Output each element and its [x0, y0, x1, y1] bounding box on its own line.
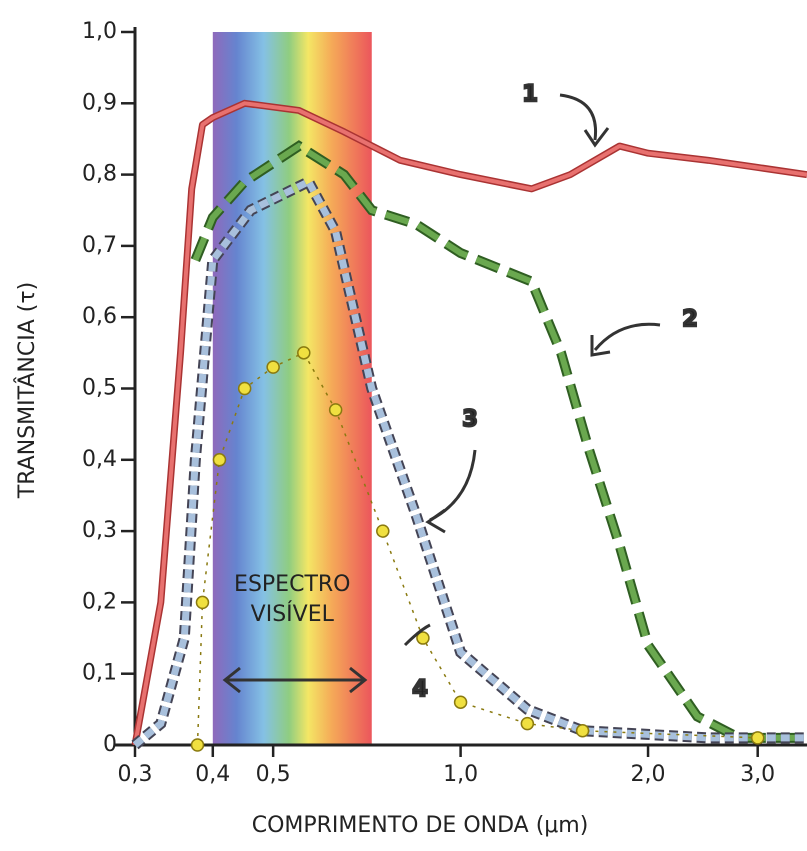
- point: [195, 595, 210, 610]
- point: [328, 403, 343, 417]
- series-label: 4: [412, 677, 427, 702]
- point: [266, 360, 280, 374]
- series-label: 3: [462, 407, 477, 432]
- point: [575, 723, 590, 738]
- line: [132, 177, 807, 748]
- series-label: 1: [522, 82, 537, 107]
- x-tick-label: 0,4: [195, 762, 230, 787]
- point: [750, 731, 765, 745]
- x-tick-label: 1,0: [443, 762, 478, 787]
- series-label: 2: [682, 307, 697, 332]
- x-tick-label: 0,5: [256, 762, 291, 787]
- y-tick-label: 0,9: [82, 90, 117, 115]
- y-tick-label: 0,4: [82, 447, 117, 472]
- point: [376, 524, 390, 538]
- y-tick-label: 0,7: [82, 233, 117, 258]
- y-axis-title: TRANSMITÂNCIA (τ): [14, 282, 40, 499]
- x-axis-title: COMPRIMENTO DE ONDA (μm): [252, 813, 589, 838]
- y-tick-label: 0,5: [82, 376, 117, 401]
- point: [190, 738, 205, 752]
- x-tick-label: 3,0: [740, 762, 775, 787]
- visible-spectrum-band: [212, 32, 372, 745]
- annotation-arrows: [222, 93, 661, 694]
- x-tick-label: 0,3: [118, 762, 153, 787]
- y-tick-label: 1,0: [82, 19, 117, 44]
- y-tick-label: 0,8: [82, 162, 117, 187]
- y-tick-label: 0,6: [82, 304, 117, 329]
- line: [192, 142, 807, 741]
- point: [520, 716, 535, 731]
- y-tick-label: 0: [103, 732, 117, 757]
- line: [133, 101, 807, 746]
- point: [453, 695, 468, 709]
- y-tick-label: 0,1: [82, 661, 117, 686]
- point: [416, 631, 430, 645]
- x-tick-label: 2,0: [631, 762, 666, 787]
- spectrum-label: VISÍVEL: [251, 601, 335, 627]
- spectrum-label: ESPECTRO: [234, 572, 350, 597]
- point: [212, 453, 227, 467]
- y-tick-label: 0,3: [82, 518, 117, 543]
- point: [237, 381, 252, 396]
- point: [297, 346, 311, 360]
- y-tick-label: 0,2: [82, 589, 117, 614]
